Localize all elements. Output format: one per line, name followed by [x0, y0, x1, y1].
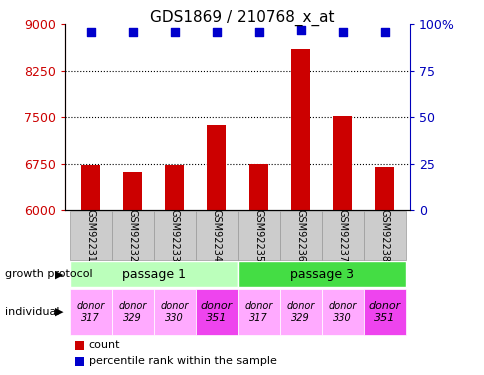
Text: ▶: ▶: [54, 269, 63, 279]
FancyBboxPatch shape: [363, 289, 405, 334]
Text: GSM92237: GSM92237: [337, 209, 347, 262]
Text: GDS1869 / 210768_x_at: GDS1869 / 210768_x_at: [150, 9, 334, 26]
Text: donor
329: donor 329: [286, 301, 314, 322]
FancyBboxPatch shape: [195, 211, 237, 260]
Text: GSM92233: GSM92233: [169, 209, 179, 262]
FancyBboxPatch shape: [195, 289, 237, 334]
Point: [129, 29, 136, 35]
FancyBboxPatch shape: [70, 261, 237, 288]
FancyBboxPatch shape: [70, 289, 111, 334]
Text: GSM92234: GSM92234: [211, 209, 221, 262]
Text: percentile rank within the sample: percentile rank within the sample: [89, 356, 276, 366]
Bar: [75, 341, 84, 350]
Point: [87, 29, 94, 35]
Text: donor
329: donor 329: [118, 301, 147, 322]
Bar: [290, 49, 309, 210]
Text: GSM92235: GSM92235: [253, 209, 263, 262]
Text: count: count: [89, 340, 120, 350]
Text: GSM92231: GSM92231: [86, 209, 95, 262]
Bar: [165, 165, 184, 210]
FancyBboxPatch shape: [111, 211, 153, 260]
FancyBboxPatch shape: [321, 289, 363, 334]
Text: donor
317: donor 317: [76, 301, 105, 322]
Text: donor
317: donor 317: [244, 301, 272, 322]
FancyBboxPatch shape: [70, 211, 111, 260]
Text: passage 1: passage 1: [121, 268, 185, 281]
Point: [380, 29, 388, 35]
Text: GSM92232: GSM92232: [127, 209, 137, 262]
Bar: [207, 124, 226, 210]
Bar: [249, 164, 268, 210]
Bar: [375, 166, 393, 210]
FancyBboxPatch shape: [363, 211, 405, 260]
Bar: [75, 357, 84, 366]
Bar: [81, 165, 100, 210]
Text: individual: individual: [5, 307, 59, 317]
FancyBboxPatch shape: [237, 211, 279, 260]
Point: [338, 29, 346, 35]
FancyBboxPatch shape: [321, 211, 363, 260]
Point: [296, 27, 304, 33]
Point: [254, 29, 262, 35]
Text: donor
351: donor 351: [200, 301, 232, 322]
Text: donor
330: donor 330: [160, 301, 188, 322]
FancyBboxPatch shape: [153, 211, 195, 260]
Text: donor
351: donor 351: [368, 301, 400, 322]
FancyBboxPatch shape: [111, 289, 153, 334]
FancyBboxPatch shape: [237, 261, 405, 288]
Text: GSM92238: GSM92238: [379, 209, 389, 262]
Bar: [123, 172, 142, 210]
Text: growth protocol: growth protocol: [5, 269, 92, 279]
Point: [170, 29, 178, 35]
Point: [212, 29, 220, 35]
FancyBboxPatch shape: [237, 289, 279, 334]
Bar: [333, 116, 351, 210]
FancyBboxPatch shape: [279, 289, 321, 334]
FancyBboxPatch shape: [153, 289, 195, 334]
FancyBboxPatch shape: [279, 211, 321, 260]
Text: donor
330: donor 330: [328, 301, 356, 322]
Text: ▶: ▶: [54, 307, 63, 317]
Text: GSM92236: GSM92236: [295, 209, 305, 262]
Text: passage 3: passage 3: [289, 268, 353, 281]
